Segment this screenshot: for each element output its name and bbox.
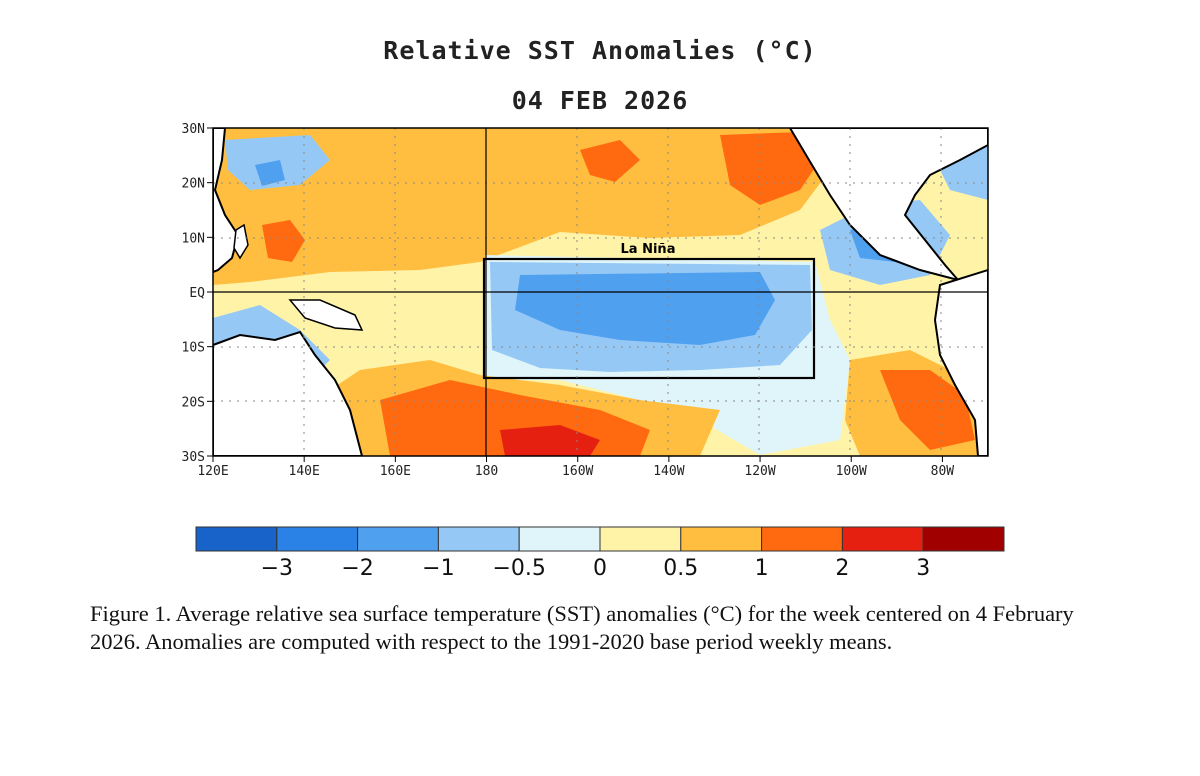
colorbar-swatch — [761, 526, 843, 552]
lat-tick-label: 20S — [182, 395, 205, 410]
colorbar-label: 0 — [593, 556, 607, 581]
lon-tick-label: 160W — [562, 464, 593, 479]
lon-tick-label: 120E — [197, 464, 228, 479]
color-scale-bar — [195, 526, 1005, 552]
lon-tick-label: 160E — [380, 464, 411, 479]
anomaly-region-north-central-warm — [580, 140, 640, 182]
la-nina-annotation: La Niña — [621, 242, 676, 257]
lat-tick-label: 10S — [182, 341, 205, 356]
colorbar-swatch — [841, 526, 924, 552]
colorbar-swatch — [195, 526, 278, 552]
land-australia — [213, 330, 364, 456]
land-south-america — [933, 268, 988, 456]
anomaly-region-se-pacific-strong — [880, 370, 975, 450]
lon-tick-label: 80W — [931, 464, 955, 479]
colorbar-label: −2 — [341, 556, 373, 581]
colorbar-label: 3 — [916, 556, 930, 581]
lon-tick-label: 120W — [744, 464, 775, 479]
longitude-axis: 120E 140E 160E 180 160W 140W 120W 100W 80W — [197, 456, 954, 479]
land-asia — [213, 128, 240, 274]
colorbar-swatch — [276, 526, 359, 552]
colorbar-swatch — [922, 526, 1005, 552]
land-north-america — [788, 128, 988, 282]
lon-tick-label: 100W — [836, 464, 867, 479]
colorbar-swatch — [680, 526, 763, 552]
anomaly-region-north-pacific-strong — [720, 132, 820, 205]
lat-tick-label: EQ — [189, 286, 205, 301]
colorbar-label: 2 — [835, 556, 849, 581]
lon-tick-label: 140E — [289, 464, 320, 479]
colorbar-swatch — [437, 526, 520, 552]
lat-tick-label: 10N — [182, 231, 205, 246]
lon-tick-label: 180 — [475, 464, 498, 479]
land-new-guinea — [288, 299, 364, 331]
chart-title: Relative SST Anomalies (°C) — [383, 36, 817, 65]
land-philippines — [233, 223, 249, 260]
colorbar-label: −1 — [422, 556, 454, 581]
colorbar-label: 1 — [755, 556, 769, 581]
colorbar-swatch — [357, 526, 439, 552]
figure-caption: Figure 1. Average relative sea surface t… — [90, 601, 1074, 654]
colorbar-swatch — [518, 526, 601, 552]
color-scale-labels: −3 −2 −1 −0.5 0 0.5 1 2 3 — [261, 556, 931, 581]
lat-tick-label: 30N — [182, 122, 205, 137]
colorbar-label: 0.5 — [663, 556, 698, 581]
latitude-axis: 30N 20N 10N EQ 10S 20S 30S — [182, 122, 213, 465]
anomaly-region-south-pacific-hot — [500, 425, 600, 456]
anomaly-region-la-nina-core — [515, 272, 775, 345]
chart-date: 04 FEB 2026 — [511, 86, 689, 115]
sst-map-figure: La Niña 30N 20N 10N EQ 10S 20S 30S 120E 140E 160… — [182, 122, 1005, 581]
colorbar-swatch — [599, 526, 682, 552]
lat-tick-label: 20N — [182, 177, 205, 192]
colorbar-label: −0.5 — [492, 556, 545, 581]
lon-tick-label: 140W — [653, 464, 684, 479]
lat-tick-label: 30S — [182, 450, 205, 465]
anomaly-region-north-pacific-warm — [213, 128, 830, 285]
anomaly-region-west-pacific-warm — [262, 220, 305, 262]
colorbar-label: −3 — [261, 556, 293, 581]
map-gridlines — [213, 128, 988, 456]
la-nina-region-box — [482, 257, 816, 380]
anomaly-region-nw-cool-core — [255, 160, 285, 186]
